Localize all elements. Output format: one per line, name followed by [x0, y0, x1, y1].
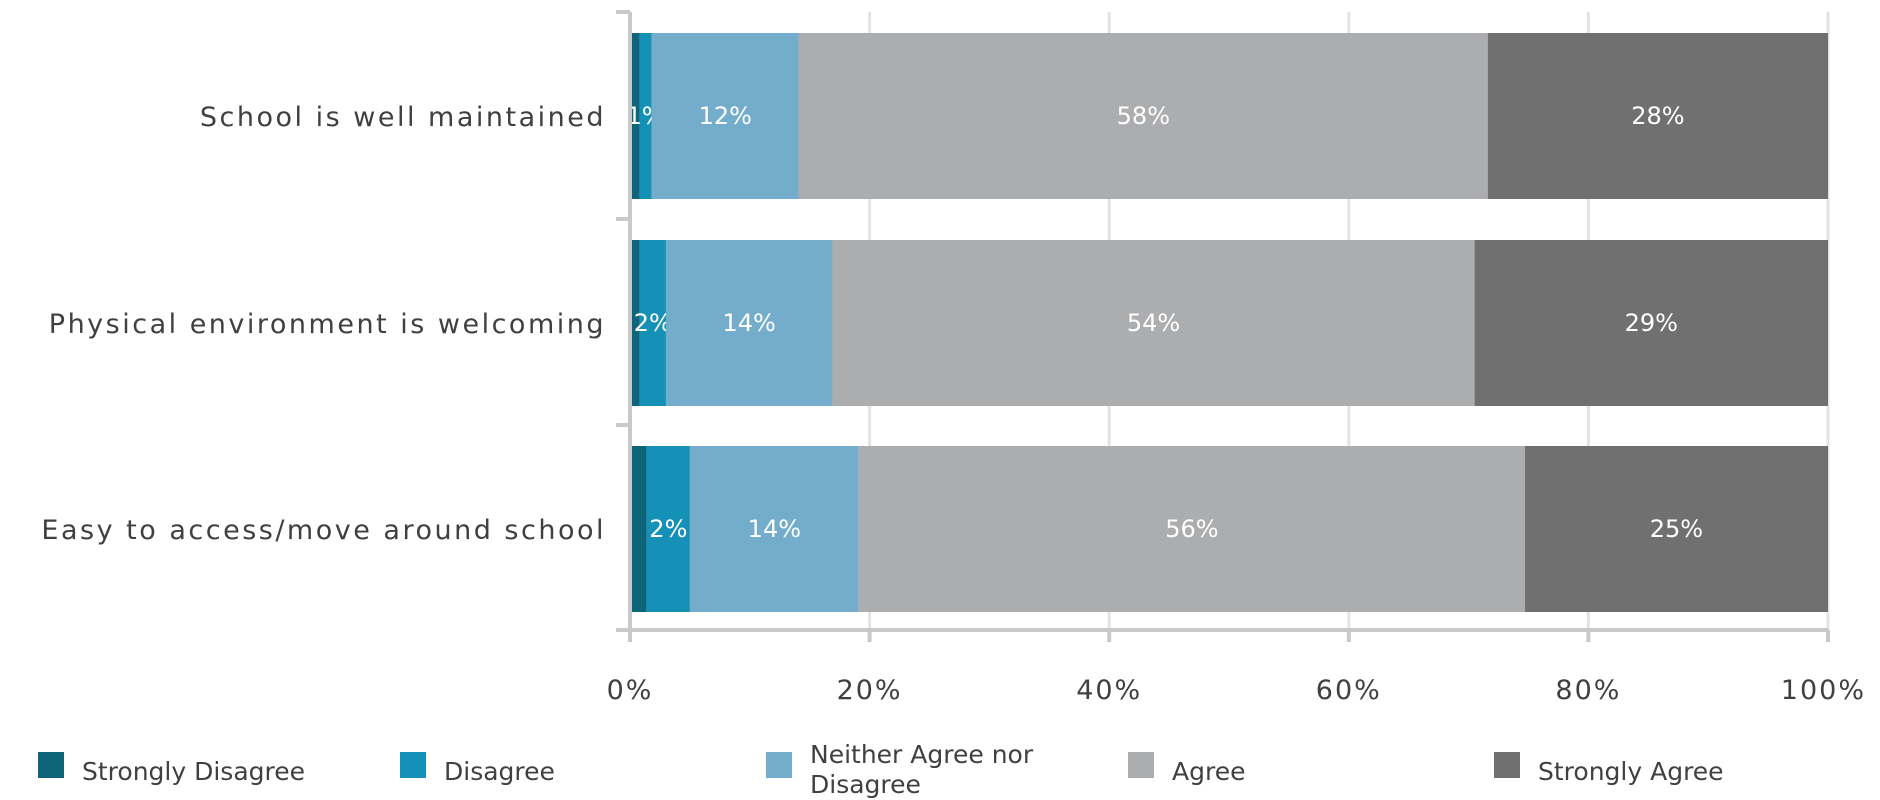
- legend: Strongly Disagree Disagree Neither Agree n…: [38, 740, 1724, 799]
- bar-segment-agree: [832, 240, 1475, 406]
- x-tick-label: 0%: [607, 675, 654, 706]
- legend-label: Strongly Agree: [1538, 757, 1724, 786]
- data-label: 29%: [1625, 309, 1678, 337]
- data-label: 54%: [1127, 309, 1180, 337]
- x-tick-label: 80%: [1555, 675, 1621, 706]
- data-label: 28%: [1631, 102, 1684, 130]
- category-labels: School is well maintained Physical enviro…: [41, 102, 606, 546]
- category-label-easy-to-access-move-around-school: Easy to access/move around school: [41, 515, 606, 546]
- bar-segment-neither-agree-nor-disagree: [651, 33, 799, 199]
- bar-segment-agree: [798, 33, 1488, 199]
- bar-segment-neither-agree-nor-disagree: [665, 240, 833, 406]
- bar-row-school-is-well-maintained: 1% 12% 58% 28%: [627, 33, 1828, 199]
- bar-segment-agree: [858, 446, 1525, 612]
- bar-segment-disagree: [639, 33, 652, 199]
- data-label: 56%: [1165, 515, 1218, 543]
- bar-segment-strongly-agree: [1474, 240, 1828, 406]
- legend-item-strongly-disagree: Strongly Disagree: [38, 752, 305, 786]
- legend-label: Agree: [1172, 757, 1245, 786]
- data-label: 14%: [748, 515, 801, 543]
- bar-segment-strongly-agree: [1524, 446, 1828, 612]
- legend-swatch: [400, 752, 426, 778]
- data-label: 12%: [699, 102, 752, 130]
- data-label: 14%: [723, 309, 776, 337]
- x-tick-label: 40%: [1076, 675, 1142, 706]
- category-label-school-is-well-maintained: School is well maintained: [200, 102, 606, 133]
- bars: 1% 12% 58% 28%2% 14% 54% 29%2% 14% 56% 25%: [627, 33, 1828, 612]
- legend-label: Disagree: [444, 757, 555, 786]
- bar-segment-strongly-disagree: [630, 240, 640, 406]
- legend-swatch: [766, 752, 792, 778]
- data-label: 2%: [649, 515, 687, 543]
- legend-item-neither-agree-nor-disagree: Neither Agree nor Disagree: [766, 740, 1034, 799]
- legend-swatch: [1494, 752, 1520, 778]
- bar-segment-strongly-disagree: [630, 33, 640, 199]
- legend-swatch: [38, 752, 64, 778]
- bar-segment-disagree: [639, 240, 666, 406]
- bar-segment-strongly-agree: [1487, 33, 1828, 199]
- bar-row-easy-to-access-move-around-school: 2% 14% 56% 25%: [630, 446, 1828, 612]
- data-label: 58%: [1117, 102, 1170, 130]
- x-tick-label: 100%: [1781, 675, 1866, 706]
- x-tick-labels: 0% 20% 40% 60% 80% 100%: [607, 675, 1866, 706]
- x-tick-label: 60%: [1316, 675, 1382, 706]
- bar-segment-strongly-disagree: [630, 446, 647, 612]
- bar-segment-disagree: [646, 446, 690, 612]
- x-tick-label: 20%: [837, 675, 903, 706]
- axis-margin-mask: [0, 0, 629, 800]
- axes: [0, 0, 1830, 800]
- data-label: 2%: [634, 309, 672, 337]
- legend-item-strongly-agree: Strongly Agree: [1494, 752, 1724, 786]
- data-label: 25%: [1650, 515, 1703, 543]
- legend-label: Neither Agree nor Disagree: [810, 740, 1034, 799]
- bar-segment-neither-agree-nor-disagree: [689, 446, 859, 612]
- legend-item-agree: Agree: [1128, 752, 1245, 786]
- legend-swatch: [1128, 752, 1154, 778]
- legend-label: Strongly Disagree: [82, 757, 305, 786]
- category-label-physical-environment-is-welcoming: Physical environment is welcoming: [49, 309, 606, 340]
- bar-row-physical-environment-is-welcoming: 2% 14% 54% 29%: [630, 240, 1828, 406]
- legend-item-disagree: Disagree: [400, 752, 555, 786]
